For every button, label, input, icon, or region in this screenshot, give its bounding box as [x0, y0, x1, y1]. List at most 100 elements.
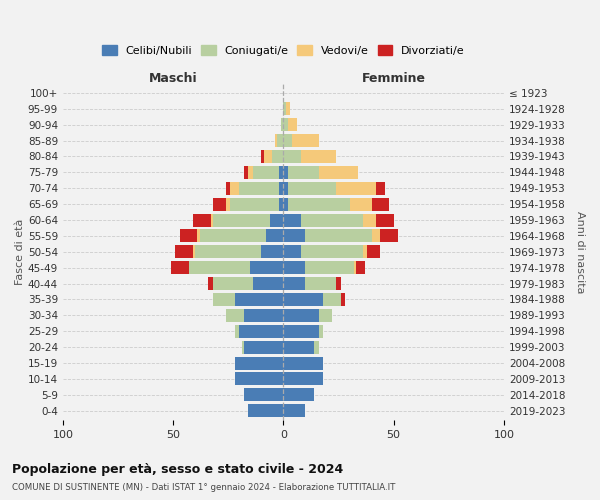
Bar [226, 198, 230, 210]
Bar [197, 230, 200, 242]
Bar [239, 182, 279, 195]
Bar [235, 293, 283, 306]
Bar [235, 356, 283, 370]
Bar [283, 293, 323, 306]
Bar [226, 182, 230, 195]
Bar [266, 230, 283, 242]
Bar [235, 325, 239, 338]
Bar [235, 372, 283, 386]
Bar [305, 230, 371, 242]
Bar [283, 340, 314, 353]
Bar [371, 198, 389, 210]
Bar [283, 404, 305, 417]
Bar [244, 166, 248, 179]
Bar [283, 246, 301, 258]
Bar [175, 246, 193, 258]
Bar [283, 388, 314, 402]
Bar [283, 150, 301, 163]
Bar [283, 261, 305, 274]
Bar [208, 277, 213, 290]
Bar [230, 198, 279, 210]
Bar [376, 214, 394, 226]
Bar [248, 404, 283, 417]
Bar [180, 230, 197, 242]
Bar [356, 261, 365, 274]
Bar [283, 309, 319, 322]
Bar [283, 372, 323, 386]
Bar [319, 166, 358, 179]
Bar [283, 102, 286, 116]
Bar [279, 198, 283, 210]
Text: Femmine: Femmine [362, 72, 425, 85]
Bar [301, 150, 337, 163]
Bar [286, 102, 290, 116]
Bar [253, 277, 283, 290]
Bar [288, 198, 350, 210]
Bar [363, 246, 367, 258]
Bar [230, 182, 239, 195]
Bar [283, 118, 288, 131]
Bar [380, 230, 398, 242]
Text: COMUNE DI SUSTINENTE (MN) - Dati ISTAT 1° gennaio 2024 - Elaborazione TUTTITALIA: COMUNE DI SUSTINENTE (MN) - Dati ISTAT 1… [12, 482, 395, 492]
Bar [283, 230, 305, 242]
Bar [213, 198, 226, 210]
Bar [288, 166, 319, 179]
Bar [242, 340, 244, 353]
Bar [253, 166, 279, 179]
Bar [279, 166, 283, 179]
Bar [188, 261, 250, 274]
Bar [371, 230, 380, 242]
Bar [244, 309, 283, 322]
Bar [288, 118, 296, 131]
Bar [319, 325, 323, 338]
Bar [281, 118, 283, 131]
Y-axis label: Anni di nascita: Anni di nascita [575, 210, 585, 293]
Bar [200, 230, 266, 242]
Bar [292, 134, 319, 147]
Text: Maschi: Maschi [149, 72, 197, 85]
Bar [350, 198, 371, 210]
Bar [283, 356, 323, 370]
Bar [262, 246, 283, 258]
Bar [323, 293, 341, 306]
Bar [195, 246, 262, 258]
Bar [213, 293, 235, 306]
Bar [337, 277, 341, 290]
Bar [239, 325, 283, 338]
Bar [270, 214, 283, 226]
Bar [376, 182, 385, 195]
Bar [283, 182, 288, 195]
Bar [193, 214, 211, 226]
Bar [244, 340, 283, 353]
Bar [263, 150, 272, 163]
Bar [283, 134, 292, 147]
Bar [262, 150, 263, 163]
Bar [354, 261, 356, 274]
Bar [283, 277, 305, 290]
Bar [363, 214, 376, 226]
Bar [171, 261, 188, 274]
Y-axis label: Fasce di età: Fasce di età [15, 218, 25, 285]
Bar [211, 214, 213, 226]
Bar [283, 166, 288, 179]
Bar [283, 325, 319, 338]
Legend: Celibi/Nubili, Coniugati/e, Vedovi/e, Divorziati/e: Celibi/Nubili, Coniugati/e, Vedovi/e, Di… [99, 42, 468, 59]
Bar [301, 246, 363, 258]
Bar [226, 309, 244, 322]
Bar [367, 246, 380, 258]
Bar [277, 134, 283, 147]
Bar [193, 246, 195, 258]
Bar [248, 166, 253, 179]
Text: Popolazione per età, sesso e stato civile - 2024: Popolazione per età, sesso e stato civil… [12, 462, 343, 475]
Bar [244, 388, 283, 402]
Bar [341, 293, 345, 306]
Bar [305, 261, 354, 274]
Bar [283, 214, 301, 226]
Bar [337, 182, 376, 195]
Bar [319, 309, 332, 322]
Bar [305, 277, 337, 290]
Bar [275, 134, 277, 147]
Bar [288, 182, 337, 195]
Bar [279, 182, 283, 195]
Bar [301, 214, 363, 226]
